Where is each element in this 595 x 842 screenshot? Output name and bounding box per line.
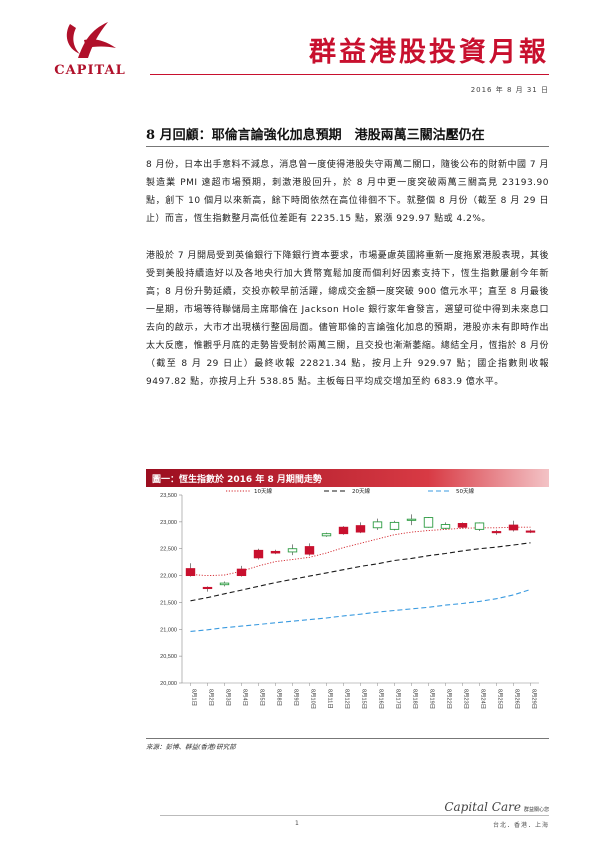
x-tick-label: 8月15日 <box>361 689 368 709</box>
candle-body <box>236 568 247 577</box>
x-tick-label: 8月23日 <box>463 689 470 709</box>
y-tick-label: 22,500 <box>160 547 177 553</box>
x-tick-label: 8月29日 <box>531 689 538 709</box>
y-tick-label: 21,000 <box>160 627 177 633</box>
footer-brand-mark: Capital Care 群益關心您 <box>444 800 549 814</box>
candle-body <box>508 524 519 531</box>
chart-container: 圖一：恆生指數於 2016 年 8 月期間走勢 20,000 20,500 21,0… <box>146 469 549 739</box>
x-tick-label: 8月17日 <box>395 689 402 709</box>
y-tick-label: 22,000 <box>160 574 177 580</box>
legend-label: 20天線 <box>352 487 370 495</box>
x-tick-label: 8月3日 <box>225 689 232 706</box>
candle-body <box>457 523 468 528</box>
title-divider <box>146 146 549 147</box>
candle-body <box>389 521 400 530</box>
candle-body <box>185 568 196 577</box>
y-tick-label: 20,500 <box>160 654 177 660</box>
x-tick-label: 8月1日 <box>191 689 198 706</box>
report-date: 2016 年 8 月 31 日 <box>470 86 549 94</box>
page-number: 1 <box>295 820 299 827</box>
candle-body <box>406 518 417 521</box>
x-tick-label: 8月22日 <box>446 689 453 709</box>
candle-body <box>287 548 298 553</box>
footer-cities: 台北．香港．上海 <box>492 822 549 829</box>
x-tick-label: 8月16日 <box>378 689 385 709</box>
candle-body <box>355 525 366 533</box>
x-tick-label: 8月10日 <box>310 689 317 709</box>
y-tick-label: 23,000 <box>160 520 177 526</box>
candle-body <box>338 526 349 535</box>
x-tick-label: 8月5日 <box>259 689 266 706</box>
legend-label: 50天線 <box>456 487 474 495</box>
candle-body <box>491 531 502 534</box>
report-brand-title: 群益港股投資月報 <box>309 37 549 68</box>
header-divider <box>150 74 549 75</box>
legend-label: 10天線 <box>254 487 272 495</box>
x-tick-label: 8月11日 <box>327 689 334 709</box>
chart-header-bar: 圖一：恆生指數於 2016 年 8 月期間走勢 <box>146 469 549 487</box>
candle-body <box>304 546 315 555</box>
paragraph-2: 港股於 7 月開局受到英倫銀行下降銀行資本要求，市場憂慮英國將重新一度拖累港股表… <box>146 251 549 387</box>
candle-body <box>525 530 536 533</box>
candle-body <box>219 582 230 586</box>
y-tick-label: 20,000 <box>160 681 177 687</box>
ma-line <box>190 542 531 602</box>
x-tick-label: 8月2日 <box>208 689 215 706</box>
candle-body <box>440 524 451 529</box>
ma-line <box>190 526 531 577</box>
hsi-candlestick-chart: 20,000 20,500 21,000 21,500 22,000 22,500 23,0… <box>160 487 539 709</box>
capital-logo-icon <box>66 22 116 58</box>
paragraph-1: 8 月份，日本出手意料不減息，消息曾一度使得港股失守兩萬二關口，隨後公布的財新中… <box>146 160 549 224</box>
x-tick-label: 8月25日 <box>497 689 504 709</box>
x-tick-label: 8月24日 <box>480 689 487 709</box>
x-tick-label: 8月26日 <box>514 689 521 709</box>
candle-body <box>372 521 383 529</box>
source-divider <box>146 738 549 739</box>
x-tick-label: 8月12日 <box>344 689 351 709</box>
article-title: 8 月回顧：耶倫言論強化加息預期 港股兩萬三關沽壓仍在 <box>146 128 485 143</box>
x-tick-label: 8月4日 <box>242 689 249 706</box>
candle-body <box>202 586 213 590</box>
footer-divider <box>160 815 549 816</box>
x-tick-label: 8月8日 <box>276 689 283 706</box>
chart-source: 來源：彭博、群益(香港)研究部 <box>146 743 236 751</box>
y-tick-label: 21,500 <box>160 600 177 606</box>
chart-title: 圖一：恆生指數於 2016 年 8 月期間走勢 <box>152 475 322 485</box>
y-tick-label: 23,500 <box>160 493 177 499</box>
footer-brand: Capital Care <box>444 800 521 814</box>
candle-body <box>270 550 281 554</box>
x-tick-label: 8月19日 <box>429 689 436 709</box>
x-tick-label: 8月18日 <box>412 689 419 709</box>
candle-body <box>321 533 332 537</box>
candle-body <box>474 522 485 530</box>
candle-body <box>253 549 264 559</box>
logo-text: CAPITAL <box>54 63 126 78</box>
ma-line <box>190 588 531 632</box>
candle-body <box>423 517 434 528</box>
x-tick-label: 8月9日 <box>293 689 300 706</box>
footer-brand-cn: 群益關心您 <box>523 807 549 813</box>
capital-logo: CAPITAL <box>40 18 140 80</box>
